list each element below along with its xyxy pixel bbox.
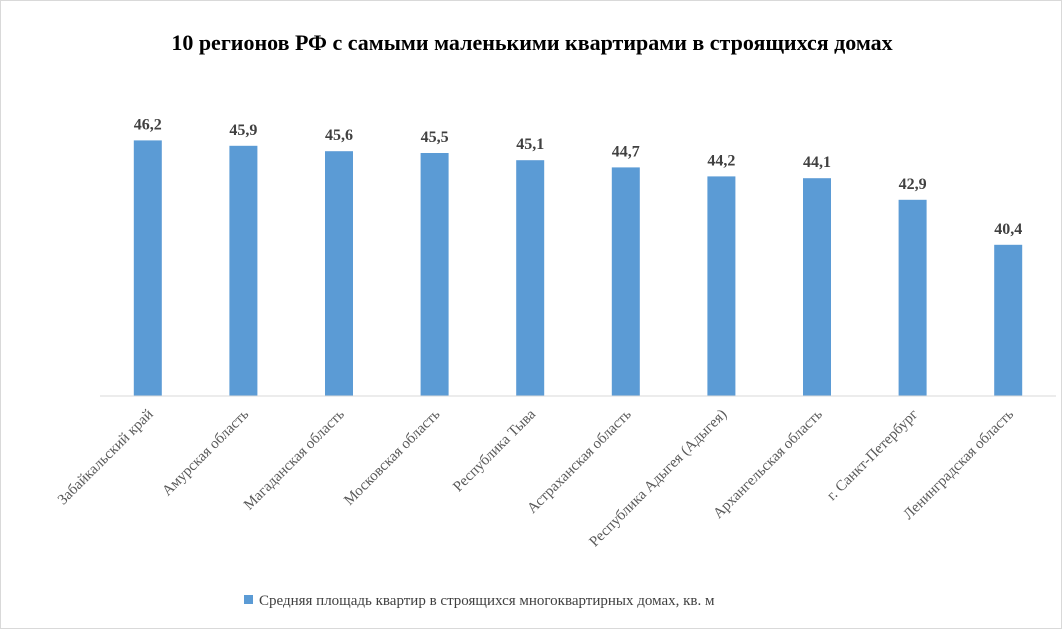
chart-title: 10 регионов РФ с самыми маленькими кварт…	[171, 30, 892, 55]
value-label-2: 45,9	[229, 122, 257, 139]
value-label-9: 42,9	[899, 176, 927, 193]
category-label-1: Забайкальский край	[55, 407, 157, 509]
value-label-6: 44,7	[612, 143, 640, 160]
bar-3	[325, 151, 353, 396]
category-label-4: Московская область	[341, 406, 443, 508]
category-label-10: Ленинградская область	[901, 406, 1018, 523]
bars-group	[133, 140, 1023, 396]
bar-5	[516, 160, 545, 396]
bar-1	[133, 140, 162, 396]
value-label-5: 45,1	[516, 136, 544, 153]
value-label-8: 44,1	[803, 154, 831, 171]
bar-9	[898, 199, 927, 396]
bar-7	[707, 176, 736, 396]
category-label-2: Амурская область	[159, 406, 252, 499]
category-label-3: Магаданская область	[241, 406, 348, 513]
category-label-8: Архангельская область	[710, 406, 826, 522]
value-labels-group: 46,2 45,9 45,6 45,5 45,1 44,7 44,2 44,1 42,9 40,4	[134, 116, 1022, 237]
category-label-5: Республика Тыва	[450, 406, 539, 495]
bar-2	[229, 145, 258, 396]
legend-swatch	[244, 595, 253, 604]
bar-4	[420, 153, 449, 396]
category-label-6: Астраханская область	[524, 406, 634, 516]
value-label-3: 45,6	[325, 127, 353, 144]
category-label-9: г. Санкт-Петербург	[824, 407, 921, 504]
bar-6	[611, 167, 640, 396]
value-label-7: 44,2	[707, 152, 735, 169]
value-label-4: 45,5	[421, 129, 449, 146]
value-label-1: 46,2	[134, 116, 162, 133]
legend: Средняя площадь квартир в строящихся мно…	[244, 593, 715, 609]
value-label-10: 40,4	[994, 221, 1022, 238]
bar-8	[803, 178, 831, 396]
legend-label: Средняя площадь квартир в строящихся мно…	[259, 593, 715, 609]
bar-10	[994, 244, 1023, 396]
category-labels-group: Забайкальский край Амурская областьМагада…	[55, 406, 1017, 550]
